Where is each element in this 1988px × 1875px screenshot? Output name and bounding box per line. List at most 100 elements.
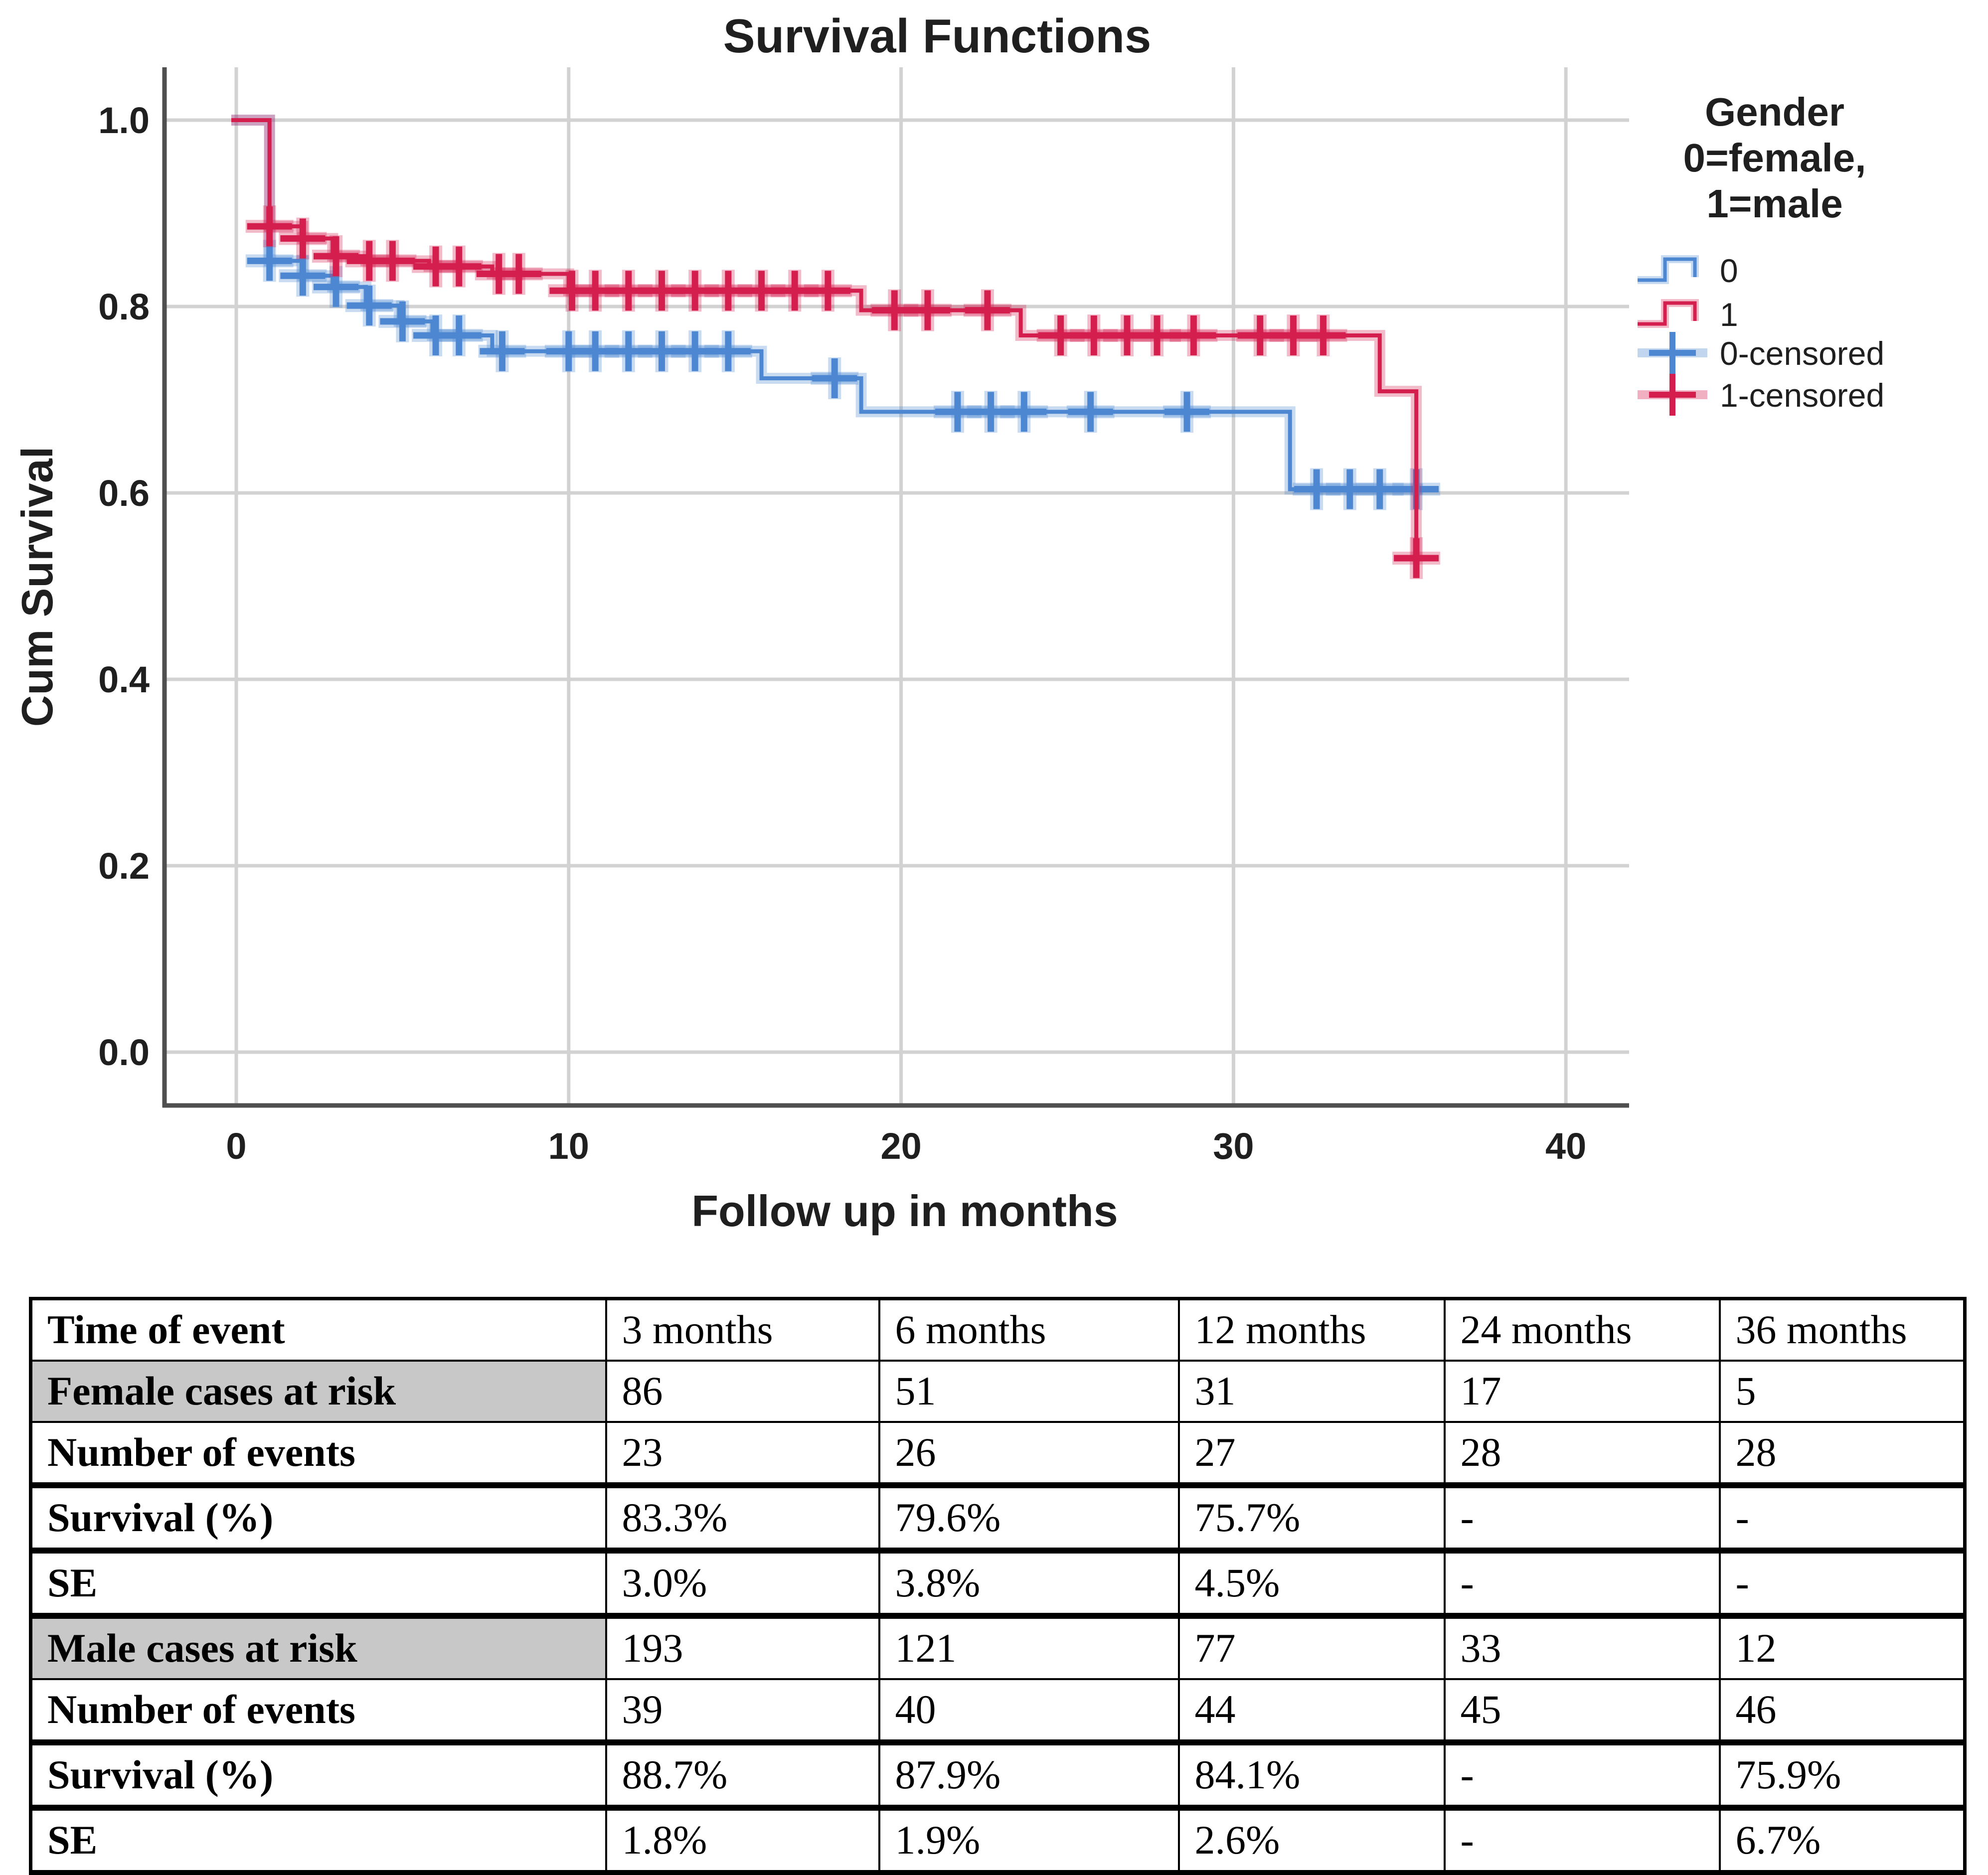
y-tick-label: 0.6 — [98, 472, 150, 514]
legend-item-label: 1-censored — [1720, 377, 1884, 414]
value-cell: 193 — [605, 1613, 880, 1680]
x-tick-label: 20 — [880, 1125, 921, 1167]
value-cell: 45 — [1443, 1678, 1721, 1743]
male-curve-censor-marks — [247, 206, 1439, 578]
table-row: Number of events 23 26 27 28 28 — [29, 1421, 1966, 1486]
value-cell: 5 — [1718, 1360, 1966, 1423]
value-cell: - — [1443, 1739, 1721, 1809]
value-cell: - — [1718, 1482, 1966, 1552]
value-cell: 84.1% — [1177, 1739, 1446, 1809]
legend-item-0: 0 — [1638, 252, 1738, 289]
column-header-cell: 12 months — [1177, 1297, 1446, 1362]
table-row: Survival (%) 88.7% 87.9% 84.1% -75.9% — [29, 1739, 1966, 1809]
x-axis-title: Follow up in months — [691, 1186, 1118, 1236]
row-label-cell: Survival (%) — [29, 1739, 607, 1809]
value-cell: 87.9% — [878, 1739, 1180, 1809]
step-line-icon — [1638, 301, 1697, 326]
value-cell: 1.8% — [605, 1805, 880, 1875]
legend-title-line: 0=female, — [1683, 136, 1866, 180]
value-cell: 40 — [878, 1678, 1180, 1743]
y-tick-label: 0.4 — [98, 659, 150, 700]
gridlines — [165, 67, 1629, 1105]
legend-item-label: 1 — [1720, 296, 1738, 333]
column-header-cell: 6 months — [878, 1297, 1180, 1362]
x-tick-label: 0 — [226, 1125, 246, 1167]
value-cell: 33 — [1443, 1613, 1721, 1680]
row-label-cell: Female cases at risk — [29, 1360, 607, 1423]
value-cell: 4.5% — [1177, 1548, 1446, 1617]
value-cell: 77 — [1177, 1613, 1446, 1680]
legend-item-label: 0 — [1720, 252, 1738, 289]
legend-title-line: 1=male — [1706, 181, 1843, 226]
x-tick-label: 30 — [1213, 1125, 1254, 1167]
y-tick-label: 0.8 — [98, 286, 150, 327]
y-tick-label: 1.0 — [98, 100, 150, 141]
value-cell: 51 — [878, 1360, 1180, 1423]
table-row: SE 3.0% 3.8% 4.5% - - — [29, 1548, 1966, 1617]
value-cell: 3.8% — [878, 1548, 1180, 1617]
value-cell: - — [1443, 1548, 1721, 1617]
x-tick-label: 40 — [1545, 1125, 1586, 1167]
value-cell: 27 — [1177, 1421, 1446, 1486]
y-axis-title: Cum Survival — [12, 447, 62, 727]
value-cell: - — [1443, 1805, 1721, 1875]
row-label-cell: Number of events — [29, 1678, 607, 1743]
female-curve-censor-marks — [245, 240, 1441, 510]
value-cell: 3.0% — [605, 1548, 880, 1617]
risk-table-panel: Time of event 3 months 6 months 12 months 24… — [29, 1297, 1967, 1875]
value-cell: 28 — [1718, 1421, 1966, 1486]
row-label-cell: Survival (%) — [29, 1482, 607, 1552]
table-header-row: Time of event 3 months 6 months 12 months 24… — [29, 1297, 1966, 1362]
value-cell: 31 — [1177, 1360, 1446, 1423]
legend-item-1-censored: 1-censored — [1638, 374, 1884, 416]
legend-item-1: 1 — [1638, 296, 1738, 333]
censor-cross-icon — [1638, 332, 1707, 374]
legend-title-line: Gender — [1705, 90, 1844, 134]
value-cell: 2.6% — [1177, 1805, 1446, 1875]
table-corner-cell: Time of event — [29, 1297, 607, 1362]
value-cell: 75.7% — [1177, 1482, 1446, 1552]
value-cell: 12 — [1718, 1613, 1966, 1680]
survival-plot-panel: Survival Functions 1.0 0.8 0.6 0.4 0.2 0.0 0 10 2… — [12, 9, 1884, 1236]
value-cell: - — [1718, 1548, 1966, 1617]
legend-item-label: 0-censored — [1720, 335, 1884, 372]
value-cell: 83.3% — [605, 1482, 880, 1552]
value-cell: - — [1443, 1482, 1721, 1552]
column-header-cell: 36 months — [1718, 1297, 1966, 1362]
censor-cross-icon — [1638, 374, 1707, 416]
column-header-cell: 3 months — [605, 1297, 880, 1362]
step-line-icon — [1638, 257, 1697, 282]
x-tick-label: 10 — [548, 1125, 589, 1167]
value-cell: 23 — [605, 1421, 880, 1486]
value-cell: 86 — [605, 1360, 880, 1423]
value-cell: 17 — [1443, 1360, 1721, 1423]
value-cell: 6.7% — [1718, 1805, 1966, 1875]
x-tick-labels: 0 10 20 30 40 — [226, 1125, 1586, 1167]
value-cell: 121 — [878, 1613, 1180, 1680]
y-tick-label: 0.0 — [98, 1032, 150, 1073]
value-cell: 75.9% — [1718, 1739, 1966, 1809]
table-row: Female cases at risk 86 51 31 17 5 — [29, 1360, 1966, 1423]
table-row: Number of events 39 40 44 45 46 — [29, 1678, 1966, 1743]
legend-item-0-censored: 0-censored — [1638, 332, 1884, 374]
table-row: SE 1.8% 1.9% 2.6% -6.7% — [29, 1805, 1966, 1875]
value-cell: 44 — [1177, 1678, 1446, 1743]
value-cell: 1.9% — [878, 1805, 1180, 1875]
y-tick-labels: 1.0 0.8 0.6 0.4 0.2 0.0 — [98, 100, 150, 1073]
row-label-cell: Number of events — [29, 1421, 607, 1486]
value-cell: 26 — [878, 1421, 1180, 1486]
y-tick-label: 0.2 — [98, 845, 150, 887]
table-row: Survival (%) 83.3% 79.6% 75.7% - - — [29, 1482, 1966, 1552]
risk-table: Time of event 3 months 6 months 12 months 24… — [29, 1297, 1967, 1875]
row-label-cell: SE — [29, 1805, 607, 1875]
column-header-cell: 24 months — [1443, 1297, 1721, 1362]
chart-title: Survival Functions — [723, 9, 1152, 63]
row-label-cell: SE — [29, 1548, 607, 1617]
value-cell: 39 — [605, 1678, 880, 1743]
value-cell: 46 — [1718, 1678, 1966, 1743]
row-label-cell: Male cases at risk — [29, 1613, 607, 1680]
value-cell: 28 — [1443, 1421, 1721, 1486]
value-cell: 79.6% — [878, 1482, 1180, 1552]
